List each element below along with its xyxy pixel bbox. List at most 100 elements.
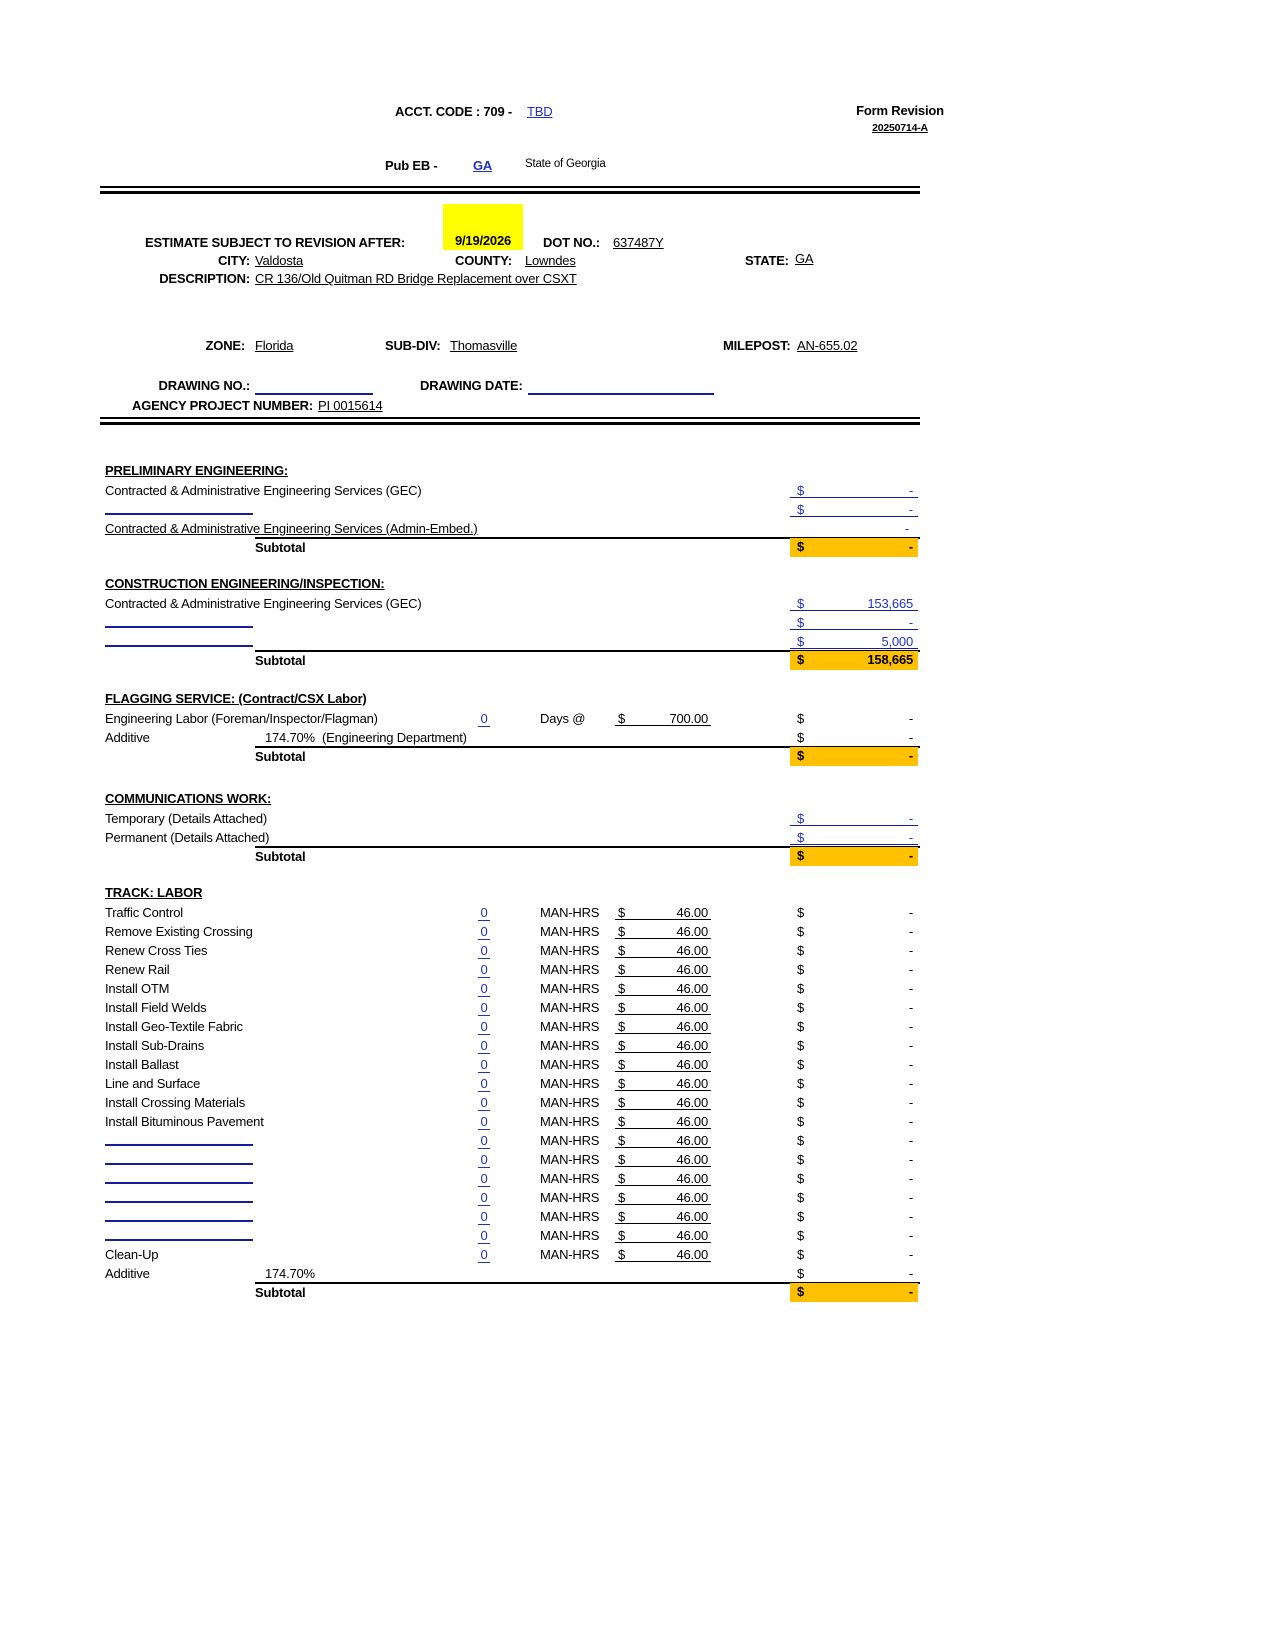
unit-cell: MAN-HRS (540, 1038, 600, 1053)
blank-label-field[interactable] (105, 1182, 253, 1184)
acct-code-label: ACCT. CODE : 709 - (395, 104, 513, 119)
blank-label-field[interactable] (105, 1201, 253, 1203)
dot-no-value[interactable]: 637487Y (613, 235, 664, 250)
state-value[interactable]: GA (795, 251, 814, 266)
amount-cell[interactable]: $ - (790, 810, 918, 826)
additive-note: (Engineering Department) (322, 730, 467, 745)
table-row: Contracted & Administrative Engineering … (100, 481, 922, 500)
row-label: Clean-Up (105, 1247, 159, 1262)
revision-date-cell[interactable]: 9/19/2026 (443, 204, 523, 250)
track-row: Install Geo-Textile Fabric 0 MAN-HRS $46… (100, 1017, 922, 1036)
qty-cell[interactable]: 0 (478, 1152, 490, 1168)
qty-cell[interactable]: 0 (478, 711, 490, 727)
description-value[interactable]: CR 136/Old Quitman RD Bridge Replacement… (255, 271, 577, 286)
city-value[interactable]: Valdosta (255, 253, 304, 268)
qty-cell[interactable]: 0 (478, 943, 490, 959)
amount-cell[interactable]: $ - (790, 482, 918, 498)
blank-label-field[interactable] (105, 645, 253, 647)
amount-cell[interactable]: $ - (790, 614, 918, 630)
drawing-no-blank-field[interactable] (255, 379, 373, 395)
subtotal-rule (255, 650, 920, 652)
rate-cell: $46.00 (615, 1170, 711, 1186)
unit-cell: MAN-HRS (540, 1152, 600, 1167)
row-label: Install Geo-Textile Fabric (105, 1019, 243, 1034)
qty-cell[interactable]: 0 (478, 1057, 490, 1073)
blank-label-field[interactable] (105, 1239, 253, 1241)
table-row: Additive 174.70% (Engineering Department… (100, 728, 922, 747)
qty-cell[interactable]: 0 (478, 1171, 490, 1187)
subtotal-label: Subtotal (255, 653, 306, 668)
qty-cell[interactable]: 0 (478, 1114, 490, 1130)
track-row: Install Crossing Materials 0 MAN-HRS $46… (100, 1093, 922, 1112)
row-label: Traffic Control (105, 905, 183, 920)
qty-cell[interactable]: 0 (478, 1076, 490, 1092)
qty-cell[interactable]: 0 (478, 1190, 490, 1206)
unit-cell: MAN-HRS (540, 1114, 600, 1129)
qty-cell[interactable]: 0 (478, 924, 490, 940)
unit-cell: MAN-HRS (540, 1095, 600, 1110)
qty-cell[interactable]: 0 (478, 1247, 490, 1263)
track-row: Install Field Welds 0 MAN-HRS $46.00 $ - (100, 998, 922, 1017)
qty-cell[interactable]: 0 (478, 962, 490, 978)
rate-cell: $46.00 (615, 1113, 711, 1129)
qty-cell[interactable]: 0 (478, 1228, 490, 1244)
amount-cell[interactable]: - (790, 520, 918, 538)
blank-label-field[interactable] (105, 513, 253, 515)
qty-cell[interactable]: 0 (478, 981, 490, 997)
pub-eb-value[interactable]: GA (473, 158, 493, 173)
amount-cell: $ - (797, 1019, 913, 1034)
table-row: $ - (100, 613, 922, 632)
unit-cell: MAN-HRS (540, 943, 600, 958)
track-row: 0 MAN-HRS $46.00 $ - (100, 1226, 922, 1245)
track-row: Clean-Up 0 MAN-HRS $46.00 $ - (100, 1245, 922, 1264)
revision-date-value[interactable]: 9/19/2026 (454, 233, 512, 248)
table-row: Additive 174.70% $ - (100, 1264, 922, 1283)
subtotal-label: Subtotal (255, 540, 306, 555)
amount-cell[interactable]: $5,000 (790, 633, 918, 649)
subtotal-amount-cell: $ - (790, 1283, 918, 1302)
zone-value[interactable]: Florida (255, 338, 294, 353)
agency-project-value[interactable]: PI 0015614 (318, 398, 383, 413)
section-title: CONSTRUCTION ENGINEERING/INSPECTION: (105, 576, 385, 591)
table-row: Engineering Labor (Foreman/Inspector/Fla… (100, 709, 922, 728)
subdiv-value[interactable]: Thomasville (450, 338, 518, 353)
county-value[interactable]: Lowndes (525, 253, 576, 268)
amount-cell[interactable]: $ - (790, 829, 918, 845)
blank-label-field[interactable] (105, 1144, 253, 1146)
qty-cell[interactable]: 0 (478, 1019, 490, 1035)
qty-cell[interactable]: 0 (478, 1000, 490, 1016)
amount-cell: $ - (797, 1076, 913, 1091)
amount-cell: $ - (797, 924, 913, 939)
qty-cell[interactable]: 0 (478, 1038, 490, 1054)
rate-cell: $46.00 (615, 904, 711, 920)
amount-cell[interactable]: $ - (790, 501, 918, 517)
table-row: $5,000 (100, 632, 922, 651)
drawing-date-blank-field[interactable] (528, 379, 714, 395)
rate-cell: $46.00 (615, 1132, 711, 1148)
rate-cell: $46.00 (615, 980, 711, 996)
track-row: 0 MAN-HRS $46.00 $ - (100, 1150, 922, 1169)
unit-cell: MAN-HRS (540, 1171, 600, 1186)
row-label: Engineering Labor (Foreman/Inspector/Fla… (105, 711, 378, 726)
qty-cell[interactable]: 0 (478, 1095, 490, 1111)
blank-label-field[interactable] (105, 1220, 253, 1222)
rate-cell: $46.00 (615, 999, 711, 1015)
row-label: Renew Rail (105, 962, 170, 977)
acct-code-value[interactable]: TBD (527, 104, 553, 119)
amount-cell: $ - (797, 1133, 913, 1148)
agency-project-label: AGENCY PROJECT NUMBER: (132, 398, 313, 413)
amount-cell[interactable]: $153,665 (790, 595, 918, 611)
row-label: Contracted & Administrative Engineering … (105, 521, 478, 536)
subtotal-row: Subtotal $ - (100, 746, 922, 766)
subtotal-row: Subtotal $ - (100, 1282, 922, 1302)
drawing-no-label: DRAWING NO.: (158, 378, 251, 393)
blank-label-field[interactable] (105, 1163, 253, 1165)
qty-cell[interactable]: 0 (478, 905, 490, 921)
qty-cell[interactable]: 0 (478, 1209, 490, 1225)
blank-label-field[interactable] (105, 626, 253, 628)
subtotal-row: Subtotal $ - (100, 846, 922, 866)
track-row: Install OTM 0 MAN-HRS $46.00 $ - (100, 979, 922, 998)
qty-cell[interactable]: 0 (478, 1133, 490, 1149)
milepost-value[interactable]: AN-655.02 (797, 338, 858, 353)
rate-cell: $46.00 (615, 1246, 711, 1262)
